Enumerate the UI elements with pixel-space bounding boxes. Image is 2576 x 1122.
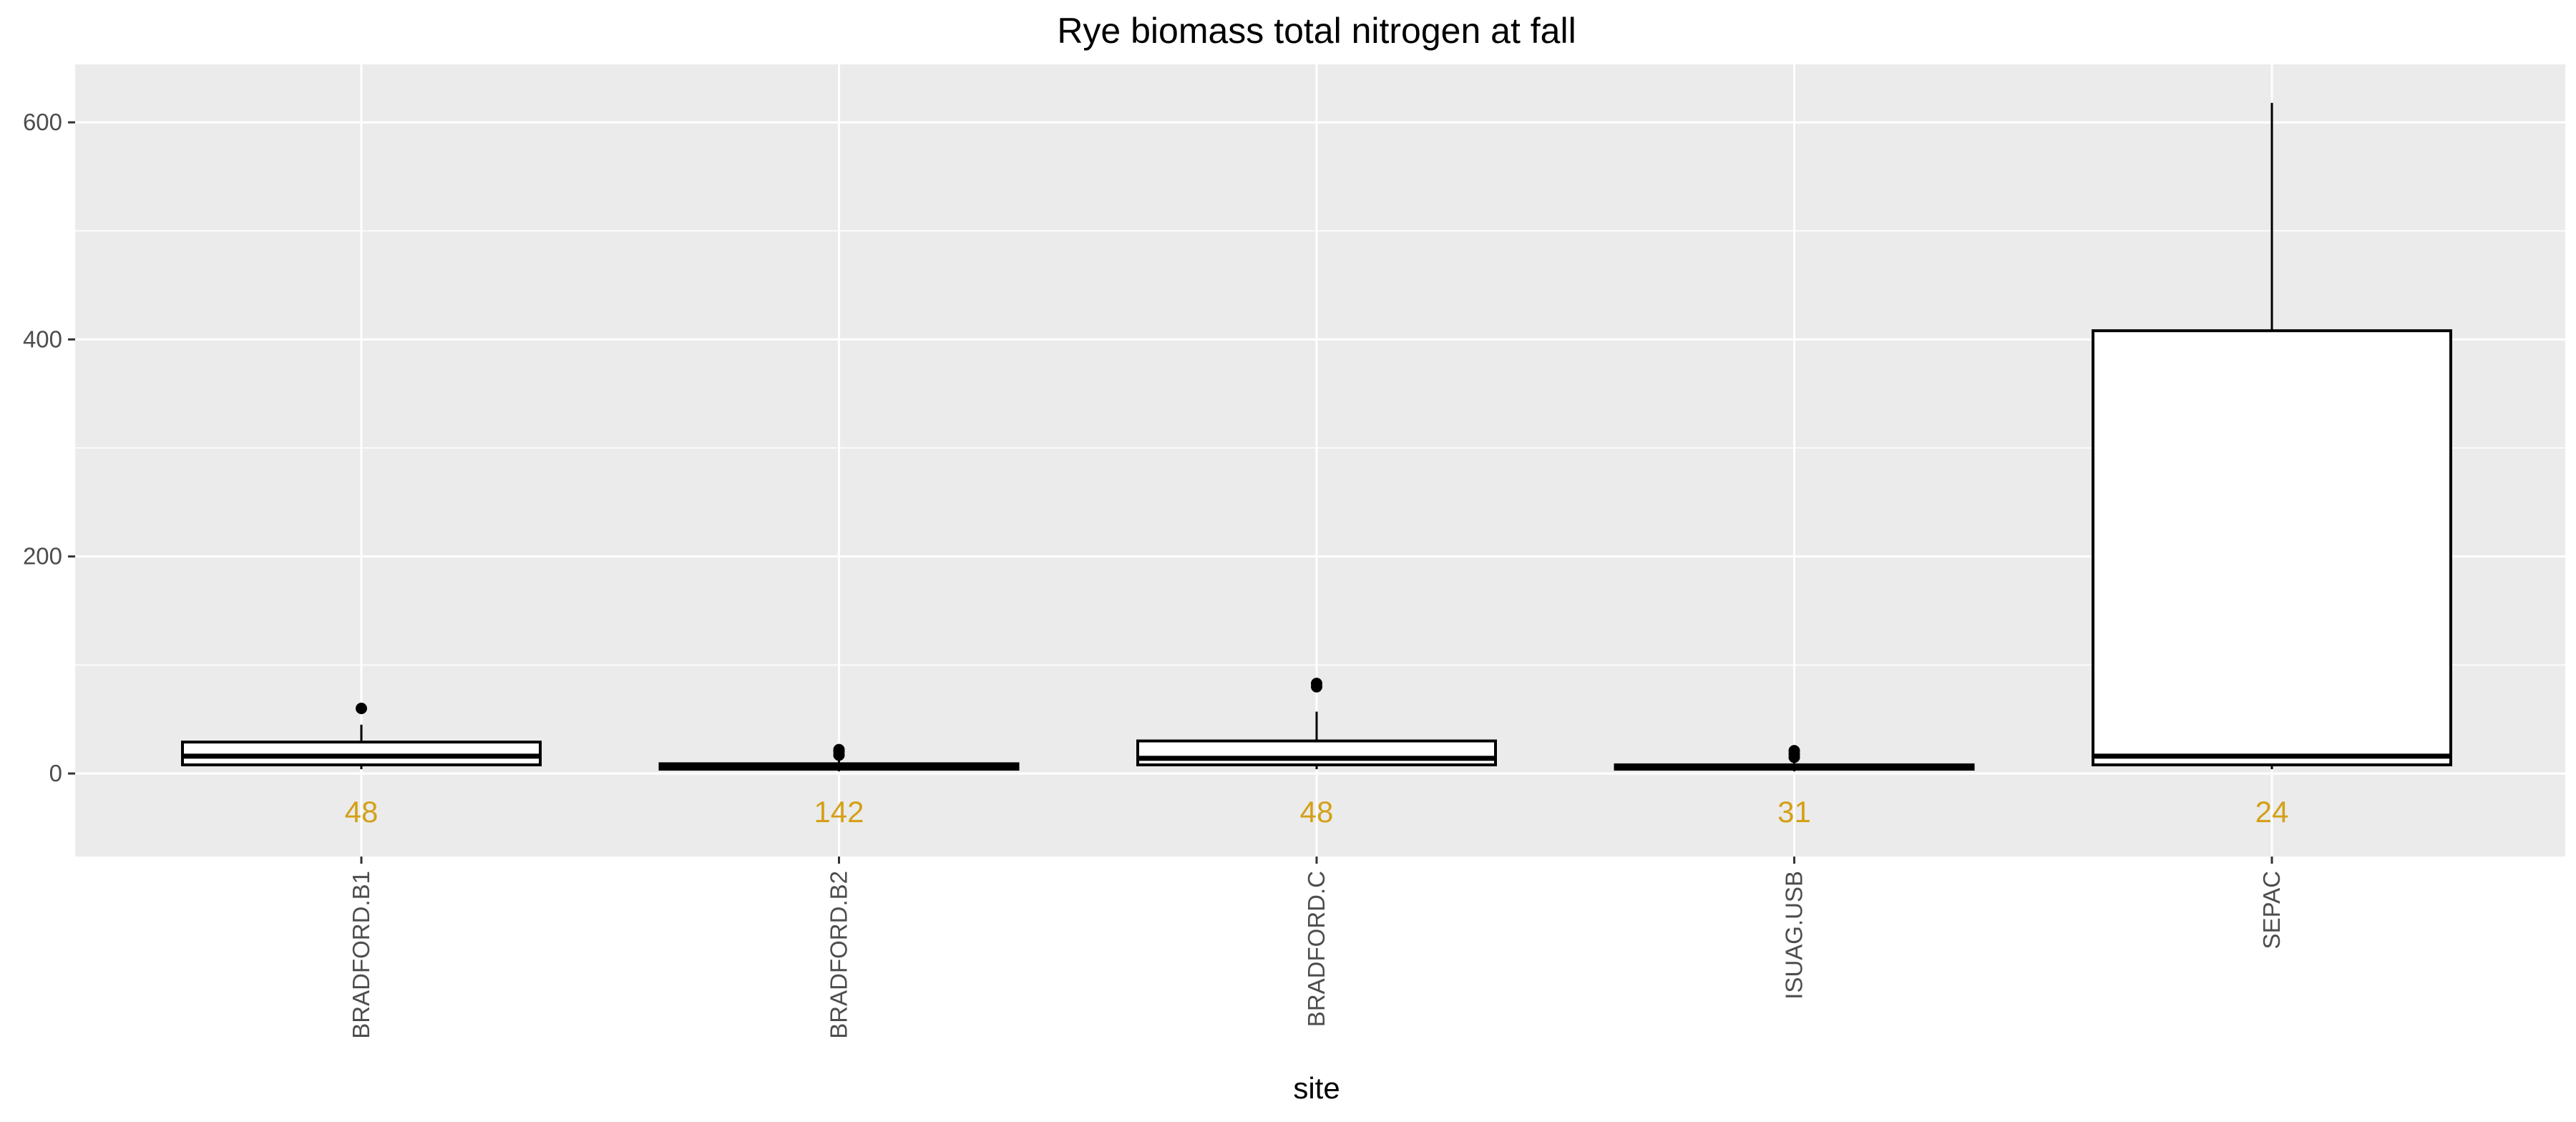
x-tick-label: ISUAG.USB bbox=[1781, 871, 1807, 1000]
x-tick-label: SEPAC bbox=[2258, 871, 2285, 949]
box-bradford-b2: 142 bbox=[658, 743, 1020, 829]
y-tick-label: 600 bbox=[23, 109, 62, 135]
y-tick-label: 0 bbox=[49, 760, 62, 786]
box-isuag-usb: 31 bbox=[1614, 745, 1975, 829]
box-sepac: 24 bbox=[2092, 102, 2452, 829]
x-tick-label: BRADFORD.C bbox=[1303, 871, 1330, 1027]
x-axis-title: site bbox=[1293, 1071, 1340, 1105]
count-label: 31 bbox=[1777, 795, 1811, 829]
y-tick-label: 200 bbox=[23, 543, 62, 570]
box-bradford-c: 48 bbox=[1136, 678, 1497, 829]
count-label: 48 bbox=[1300, 795, 1334, 829]
outlier-point bbox=[1311, 678, 1322, 690]
chart-title: Rye biomass total nitrogen at fall bbox=[1057, 11, 1576, 51]
count-label: 48 bbox=[345, 795, 379, 829]
box-iqr bbox=[1136, 739, 1497, 766]
outlier-point bbox=[356, 703, 367, 714]
box-iqr bbox=[181, 741, 542, 766]
count-label: 24 bbox=[2255, 795, 2289, 829]
y-tick-label: 400 bbox=[23, 326, 62, 352]
box-iqr bbox=[2092, 329, 2452, 766]
outlier-point bbox=[1788, 745, 1800, 757]
plot-layer: 0 200 400 600 48 142 48 31 24 BRADFORD.B1 BRADFORD… bbox=[23, 64, 2565, 1039]
count-label: 142 bbox=[814, 795, 864, 829]
x-tick-label: BRADFORD.B2 bbox=[826, 871, 852, 1039]
outlier-point bbox=[833, 743, 845, 756]
x-tick-label: BRADFORD.B1 bbox=[348, 871, 374, 1039]
box-bradford-b1: 48 bbox=[181, 703, 542, 829]
